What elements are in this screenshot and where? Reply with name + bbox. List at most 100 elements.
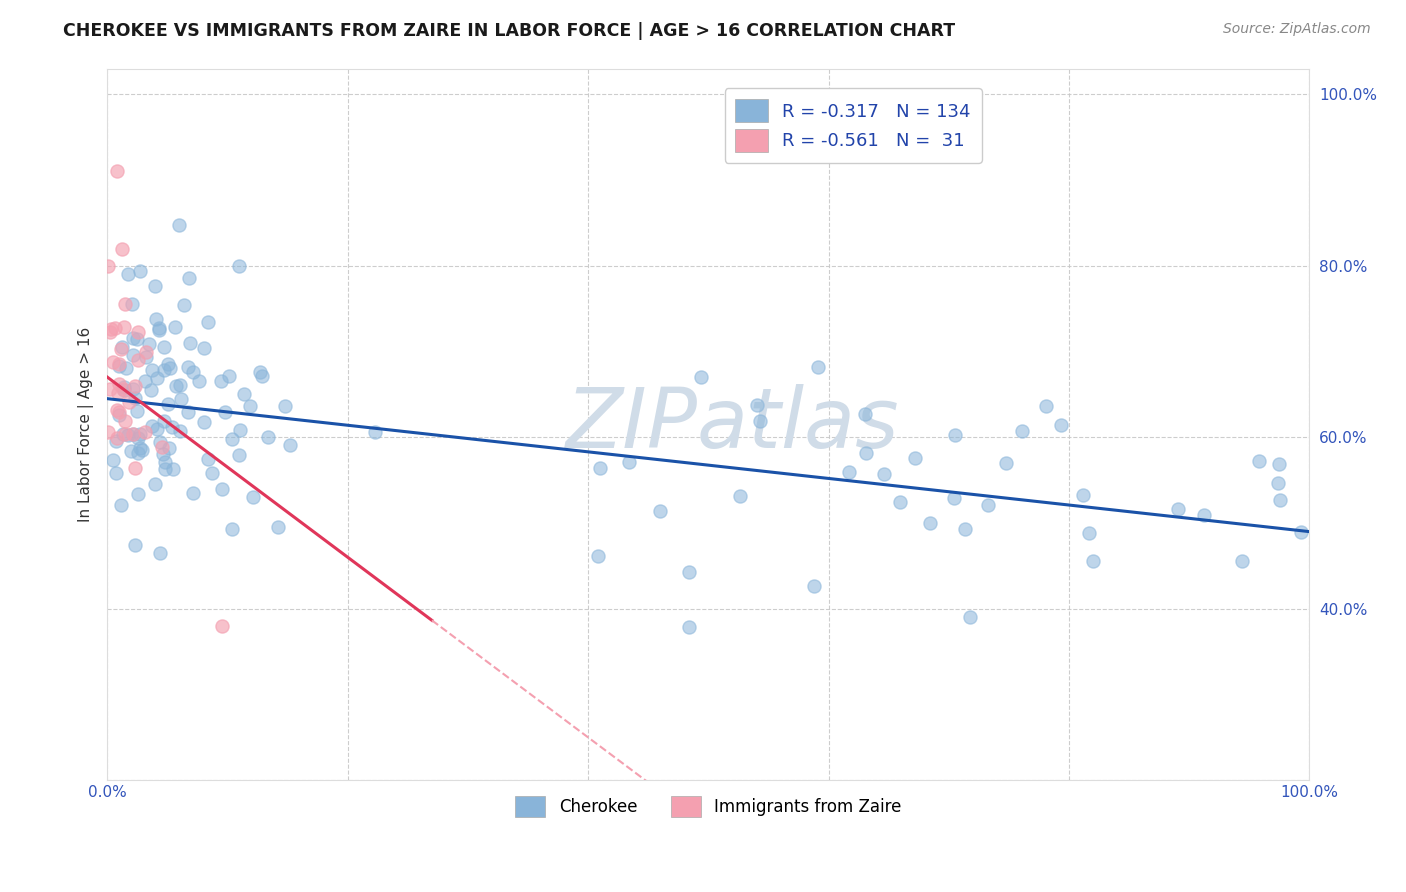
Point (127, 487, 149, 501)
Point (103, 453, 125, 467)
Point (108, 359, 131, 374)
Point (221, 432, 243, 446)
Point (153, 340, 176, 354)
Point (177, 270, 200, 285)
Point (111, 382, 134, 396)
Point (104, 467, 127, 481)
Point (1267, 458, 1289, 472)
Point (111, 242, 134, 256)
Point (97, 259, 120, 273)
Point (904, 451, 927, 466)
Point (193, 341, 215, 355)
Point (1049, 418, 1071, 433)
Point (167, 218, 190, 232)
Point (242, 490, 264, 504)
Point (125, 333, 148, 347)
Point (105, 164, 128, 178)
Point (364, 425, 387, 440)
Point (107, 408, 129, 422)
Point (1011, 425, 1033, 439)
Point (1289, 524, 1312, 539)
Point (143, 476, 166, 491)
Point (127, 446, 149, 460)
Point (129, 441, 152, 455)
Point (256, 430, 278, 444)
Point (135, 351, 157, 365)
Legend: Cherokee, Immigrants from Zaire: Cherokee, Immigrants from Zaire (508, 788, 910, 825)
Point (110, 498, 132, 512)
Point (124, 538, 146, 552)
Point (177, 359, 200, 374)
Point (162, 462, 184, 476)
Text: ZIPatlas: ZIPatlas (565, 384, 900, 465)
Point (108, 357, 131, 371)
Point (124, 378, 146, 392)
Point (807, 360, 830, 375)
Point (170, 392, 193, 407)
Point (153, 462, 176, 476)
Point (121, 427, 143, 442)
Point (197, 315, 219, 329)
Point (111, 340, 134, 354)
Point (135, 345, 157, 359)
Point (104, 434, 127, 449)
Point (872, 467, 894, 481)
Point (745, 398, 768, 412)
Point (160, 420, 183, 434)
Point (211, 619, 233, 633)
Point (100, 322, 122, 336)
Point (943, 491, 966, 505)
Point (1078, 526, 1101, 541)
Point (214, 405, 236, 419)
Point (114, 297, 136, 311)
Point (153, 455, 176, 469)
Point (131, 443, 153, 458)
Point (148, 435, 170, 450)
Point (278, 438, 301, 452)
Point (188, 374, 211, 388)
Point (145, 422, 167, 436)
Point (97, 425, 120, 439)
Point (267, 520, 290, 534)
Point (156, 397, 179, 411)
Point (107, 386, 129, 401)
Point (803, 579, 825, 593)
Point (112, 320, 135, 334)
Point (110, 342, 132, 356)
Point (114, 413, 136, 427)
Point (181, 365, 204, 379)
Point (128, 427, 150, 442)
Point (250, 369, 273, 384)
Point (124, 460, 146, 475)
Point (134, 425, 156, 440)
Point (169, 377, 191, 392)
Point (121, 296, 143, 310)
Point (1167, 502, 1189, 516)
Point (122, 382, 145, 396)
Point (127, 325, 149, 339)
Point (112, 380, 135, 394)
Point (145, 371, 167, 385)
Point (197, 452, 219, 467)
Point (148, 321, 170, 335)
Point (120, 443, 142, 458)
Point (127, 431, 149, 445)
Point (855, 445, 877, 459)
Point (201, 467, 224, 481)
Point (177, 405, 200, 419)
Point (118, 394, 141, 409)
Point (149, 546, 172, 560)
Point (249, 365, 271, 379)
Point (153, 363, 176, 377)
Point (211, 482, 233, 496)
Point (104, 321, 127, 335)
Point (105, 402, 128, 417)
Point (101, 355, 124, 369)
Point (108, 376, 131, 391)
Point (141, 418, 163, 433)
Point (145, 312, 167, 326)
Point (1249, 453, 1271, 467)
Point (994, 456, 1017, 470)
Point (117, 427, 139, 442)
Point (617, 455, 640, 469)
